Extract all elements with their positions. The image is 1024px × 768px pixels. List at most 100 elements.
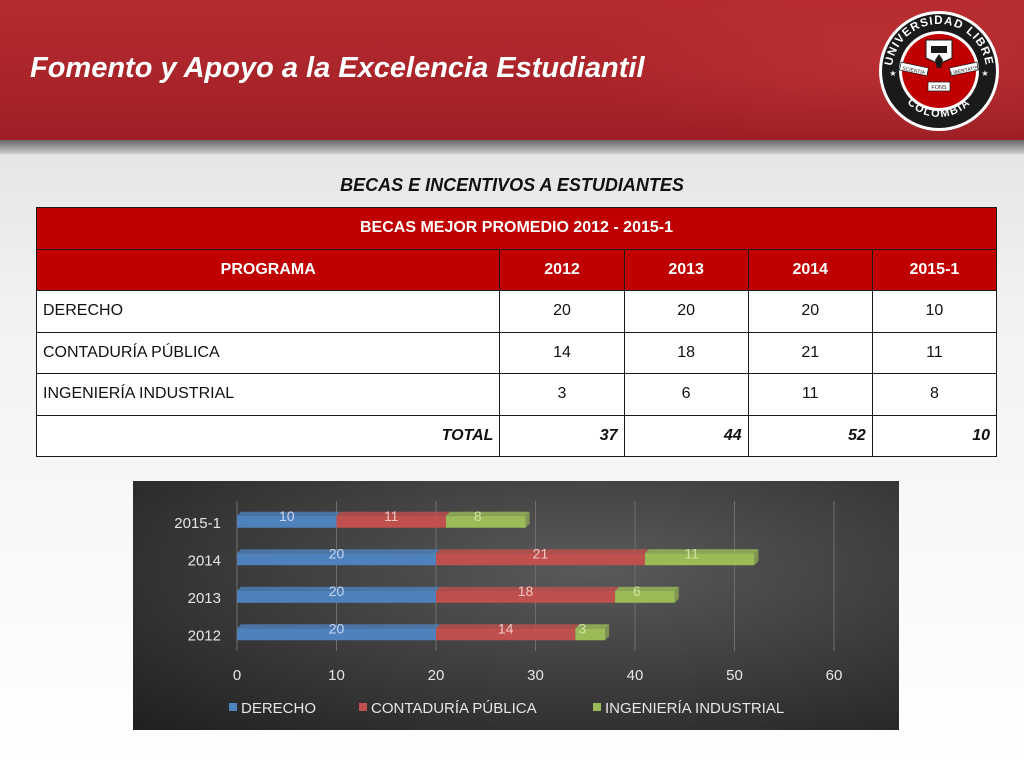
cell-value: 20 <box>747 290 873 333</box>
legend-swatch <box>359 703 367 711</box>
cell-programa: INGENIERÍA INDUSTRIAL <box>35 373 501 416</box>
header-2012: 2012 <box>499 248 625 291</box>
cell-value: 8 <box>871 373 998 416</box>
cell-value: 21 <box>747 331 873 374</box>
tick-label: 40 <box>627 667 644 684</box>
bar-segment <box>575 628 606 641</box>
cell-programa: DERECHO <box>35 290 501 333</box>
bar-top-face <box>445 511 530 516</box>
cell-value: 3 <box>499 373 625 416</box>
table-row: DERECHO 20 20 20 10 <box>35 290 998 333</box>
header-2015-1: 2015-1 <box>871 248 998 291</box>
header-divider <box>0 140 1024 154</box>
data-label: 6 <box>633 583 641 599</box>
bar-top-face <box>237 624 440 629</box>
tick-label: 0 <box>233 667 241 684</box>
category-label: 2015-1 <box>174 515 221 532</box>
bar-side-face <box>605 624 610 641</box>
bar-top-face <box>336 511 450 516</box>
total-label: TOTAL <box>35 414 501 457</box>
cell-value: 18 <box>623 331 749 374</box>
legend-swatch <box>229 703 237 711</box>
data-label: 10 <box>279 508 295 524</box>
slide-title: Fomento y Apoyo a la Excelencia Estudian… <box>30 52 645 84</box>
data-label: 20 <box>329 620 345 636</box>
category-label: 2014 <box>188 552 221 569</box>
bar-top-face <box>436 624 580 629</box>
data-label: 14 <box>498 620 514 636</box>
cell-value: 6 <box>623 373 749 416</box>
data-label: 21 <box>533 545 549 561</box>
header-programa: PROGRAMA <box>35 248 501 291</box>
bar-top-face <box>644 549 759 554</box>
bar-segment <box>615 590 675 603</box>
legend-swatch <box>593 703 601 711</box>
bar-top-face <box>237 586 440 591</box>
bar-top-face <box>575 624 610 629</box>
total-value: 44 <box>623 414 749 457</box>
bar-segment <box>436 590 616 603</box>
bar-top-face <box>436 586 620 591</box>
data-label: 11 <box>384 508 399 524</box>
bar-segment <box>436 628 576 641</box>
university-logo: UNIVERSIDAD LIBRE COLOMBIA SCIENTIA LIBE… <box>879 11 999 131</box>
logo-motto-left: SCIENTIA <box>902 66 926 77</box>
bar-segment <box>237 590 436 603</box>
table-row: INGENIERÍA INDUSTRIAL 3 6 11 8 <box>35 373 998 416</box>
bar-top-face <box>615 586 679 591</box>
legend-label: INGENIERÍA INDUSTRIAL <box>605 700 784 717</box>
legend-label: CONTADURÍA PÚBLICA <box>371 700 537 717</box>
total-value: 10 <box>871 414 998 457</box>
category-label: 2012 <box>188 627 221 644</box>
bar-top-face <box>237 549 440 554</box>
bar-top-face <box>436 549 649 554</box>
tick-label: 30 <box>527 667 544 684</box>
tick-label: 60 <box>826 667 843 684</box>
logo-motto-center: FONS <box>931 85 947 91</box>
becas-table: BECAS MEJOR PROMEDIO 2012 - 2015-1 PROGR… <box>35 207 998 457</box>
cell-value: 11 <box>871 331 998 374</box>
bar-side-face <box>525 511 530 528</box>
cell-programa: CONTADURÍA PÚBLICA <box>35 331 501 374</box>
data-label: 11 <box>684 545 699 561</box>
svg-text:★: ★ <box>889 69 896 78</box>
cell-value: 20 <box>499 290 625 333</box>
table-caption-row: BECAS MEJOR PROMEDIO 2012 - 2015-1 <box>36 207 997 250</box>
cell-value: 14 <box>499 331 625 374</box>
total-value: 52 <box>747 414 873 457</box>
tick-label: 50 <box>726 667 743 684</box>
data-label: 20 <box>329 583 345 599</box>
bar-segment <box>644 553 755 566</box>
svg-text:★: ★ <box>981 69 988 78</box>
data-label: 18 <box>518 583 534 599</box>
data-label: 20 <box>329 545 345 561</box>
table-header-row: PROGRAMA 2012 2013 2014 2015-1 <box>35 248 998 291</box>
becas-chart: 2012 20 14 3 2013 20 18 6 2014 20 21 11 2015-1 10 11 8 0… <box>133 481 899 730</box>
bar-segment <box>237 553 436 566</box>
bar-segment <box>237 515 337 528</box>
table-row: CONTADURÍA PÚBLICA 14 18 21 11 <box>35 331 998 374</box>
bar-segment <box>445 515 526 528</box>
section-subtitle: BECAS E INCENTIVOS A ESTUDIANTES <box>340 175 684 195</box>
tick-label: 20 <box>428 667 445 684</box>
tick-label: 10 <box>328 667 345 684</box>
legend-label: DERECHO <box>241 700 316 717</box>
bar-segment <box>336 515 446 528</box>
cell-value: 20 <box>623 290 749 333</box>
total-value: 37 <box>499 414 625 457</box>
cell-value: 11 <box>747 373 873 416</box>
data-label: 3 <box>578 620 586 636</box>
table-caption: BECAS MEJOR PROMEDIO 2012 - 2015-1 <box>36 207 997 250</box>
table-total-row: TOTAL 37 44 52 10 <box>35 414 998 457</box>
bar-segment <box>436 553 645 566</box>
bar-top-face <box>237 511 341 516</box>
bar-side-face <box>674 586 679 603</box>
header-2013: 2013 <box>623 248 749 291</box>
logo-motto-right: LIBERTATIS <box>950 65 979 77</box>
category-label: 2013 <box>188 590 221 607</box>
data-label: 8 <box>474 508 482 524</box>
bar-segment <box>237 628 436 641</box>
cell-value: 10 <box>871 290 998 333</box>
bar-side-face <box>754 549 759 566</box>
